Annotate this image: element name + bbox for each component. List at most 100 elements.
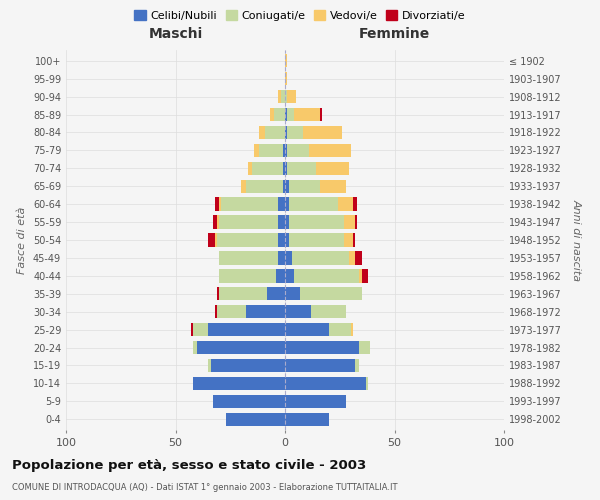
Bar: [278, 90, 281, 104]
Bar: [309, 144, 350, 157]
Bar: [316, 162, 349, 175]
Bar: [287, 126, 302, 139]
Bar: [283, 180, 285, 193]
Bar: [259, 144, 283, 157]
Bar: [320, 180, 346, 193]
Bar: [359, 269, 362, 282]
Bar: [281, 90, 285, 104]
Bar: [355, 251, 362, 264]
Bar: [285, 269, 294, 282]
Bar: [285, 394, 346, 408]
Bar: [213, 394, 285, 408]
Bar: [217, 287, 220, 300]
Bar: [350, 323, 353, 336]
Bar: [217, 305, 245, 318]
Bar: [254, 144, 259, 157]
Bar: [245, 180, 283, 193]
Bar: [278, 216, 285, 229]
Bar: [276, 269, 285, 282]
Bar: [220, 251, 278, 264]
Bar: [285, 305, 311, 318]
Bar: [220, 287, 268, 300]
Bar: [283, 144, 285, 157]
Bar: [289, 180, 320, 193]
Bar: [278, 251, 285, 264]
Bar: [285, 234, 289, 246]
Bar: [215, 305, 217, 318]
Bar: [294, 269, 359, 282]
Bar: [344, 216, 355, 229]
Bar: [320, 108, 322, 121]
Bar: [285, 90, 287, 104]
Bar: [285, 162, 287, 175]
Bar: [226, 412, 285, 426]
Bar: [245, 305, 285, 318]
Bar: [217, 234, 278, 246]
Bar: [285, 108, 287, 121]
Bar: [278, 198, 285, 211]
Bar: [208, 234, 215, 246]
Bar: [193, 323, 208, 336]
Bar: [287, 162, 316, 175]
Text: Femmine: Femmine: [359, 27, 430, 41]
Bar: [220, 216, 278, 229]
Y-axis label: Fasce di età: Fasce di età: [17, 206, 27, 274]
Bar: [278, 234, 285, 246]
Bar: [268, 287, 285, 300]
Bar: [349, 251, 355, 264]
Bar: [285, 72, 287, 86]
Bar: [193, 341, 197, 354]
Bar: [285, 126, 287, 139]
Bar: [193, 376, 285, 390]
Bar: [285, 376, 366, 390]
Bar: [265, 126, 285, 139]
Bar: [353, 198, 357, 211]
Bar: [215, 234, 217, 246]
Bar: [217, 216, 220, 229]
Bar: [355, 216, 357, 229]
Bar: [285, 341, 359, 354]
Bar: [292, 251, 349, 264]
Bar: [285, 287, 301, 300]
Bar: [285, 180, 289, 193]
Bar: [289, 198, 338, 211]
Bar: [366, 376, 368, 390]
Bar: [287, 108, 294, 121]
Legend: Celibi/Nubili, Coniugati/e, Vedovi/e, Divorziati/e: Celibi/Nubili, Coniugati/e, Vedovi/e, Di…: [132, 8, 468, 23]
Bar: [285, 251, 292, 264]
Y-axis label: Anni di nascita: Anni di nascita: [571, 199, 581, 281]
Bar: [213, 216, 217, 229]
Bar: [208, 359, 211, 372]
Bar: [215, 198, 220, 211]
Bar: [329, 323, 350, 336]
Bar: [359, 341, 370, 354]
Bar: [362, 269, 368, 282]
Bar: [285, 198, 289, 211]
Bar: [285, 412, 329, 426]
Bar: [287, 90, 296, 104]
Bar: [274, 108, 285, 121]
Bar: [355, 359, 359, 372]
Bar: [220, 198, 221, 211]
Bar: [289, 234, 344, 246]
Bar: [208, 323, 285, 336]
Bar: [191, 323, 193, 336]
Bar: [221, 198, 278, 211]
Bar: [220, 269, 276, 282]
Bar: [241, 180, 245, 193]
Bar: [344, 234, 353, 246]
Bar: [285, 144, 287, 157]
Bar: [338, 198, 353, 211]
Bar: [211, 359, 285, 372]
Bar: [283, 162, 285, 175]
Bar: [285, 216, 289, 229]
Bar: [294, 108, 320, 121]
Bar: [259, 126, 265, 139]
Bar: [269, 108, 274, 121]
Bar: [285, 359, 355, 372]
Bar: [197, 341, 285, 354]
Bar: [302, 126, 342, 139]
Bar: [285, 54, 287, 68]
Bar: [301, 287, 362, 300]
Bar: [311, 305, 346, 318]
